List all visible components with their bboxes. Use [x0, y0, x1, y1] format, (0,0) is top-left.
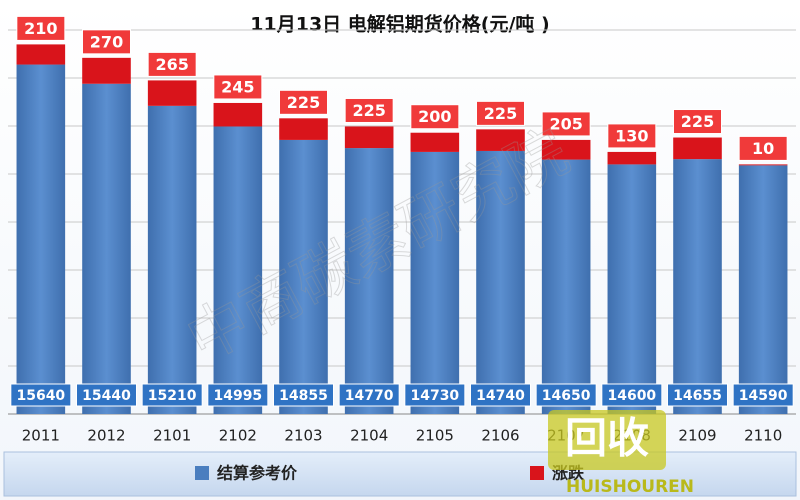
bar — [541, 159, 591, 414]
change-label: 225 — [484, 104, 517, 123]
value-label: 14590 — [739, 388, 788, 404]
change-label-box — [541, 111, 591, 137]
legend-swatch — [530, 466, 544, 480]
change-bar — [147, 80, 197, 106]
x-tick-label: 2011 — [22, 427, 60, 445]
value-label-box — [601, 383, 663, 407]
change-bar — [344, 126, 394, 149]
change-label: 10 — [752, 139, 774, 158]
value-label-box — [207, 383, 269, 407]
change-bar — [213, 102, 263, 127]
change-label-box — [738, 135, 788, 161]
change-label-box — [213, 74, 263, 100]
value-label-box — [404, 383, 466, 407]
change-label-box — [279, 89, 328, 115]
bar — [607, 164, 657, 414]
change-label: 265 — [155, 55, 188, 74]
change-label: 245 — [221, 77, 254, 96]
value-label-box — [535, 383, 597, 407]
change-label-box — [476, 100, 525, 126]
value-label: 14730 — [410, 388, 459, 404]
change-bar — [738, 164, 788, 166]
value-label-box — [273, 383, 334, 407]
value-label-box — [470, 383, 531, 407]
change-label: 210 — [24, 19, 57, 38]
change-label-box — [344, 97, 394, 123]
logo-text: HUISHOUREN — [566, 477, 694, 497]
change-label: 205 — [549, 114, 582, 133]
change-label: 130 — [615, 126, 648, 145]
change-label-box — [82, 29, 131, 55]
change-bar — [476, 129, 525, 151]
value-label: 14600 — [607, 388, 656, 404]
change-label-box — [607, 123, 657, 149]
bar — [213, 126, 263, 414]
x-tick-label: 2110 — [744, 427, 782, 445]
x-tick-label: 2102 — [219, 427, 257, 445]
bar — [82, 83, 131, 414]
change-bar — [410, 132, 460, 152]
value-label: 14855 — [279, 388, 328, 404]
x-tick-label: 2106 — [481, 427, 519, 445]
change-bar — [541, 139, 591, 160]
change-bar — [16, 44, 66, 65]
change-label-box — [147, 51, 197, 77]
change-label-box — [16, 15, 66, 41]
change-bar — [279, 118, 328, 140]
value-label: 14770 — [345, 388, 394, 404]
x-tick-label: 2104 — [350, 427, 388, 445]
bar — [410, 151, 460, 415]
value-label-box — [76, 383, 137, 407]
change-bar — [673, 137, 722, 160]
change-label: 225 — [352, 101, 385, 120]
value-label: 15440 — [82, 388, 131, 404]
value-label-box — [667, 383, 728, 407]
value-label-box — [10, 383, 72, 407]
value-label: 14995 — [213, 388, 262, 404]
bar — [673, 159, 722, 414]
bar — [147, 105, 197, 414]
change-label: 225 — [287, 93, 320, 112]
bar — [476, 150, 525, 414]
value-label: 14655 — [673, 388, 722, 404]
x-tick-label: 2101 — [153, 427, 191, 445]
change-label: 270 — [90, 32, 123, 51]
change-bar — [82, 57, 131, 84]
x-tick-label: 2012 — [87, 427, 125, 445]
bar — [279, 139, 328, 415]
change-label: 225 — [681, 112, 714, 131]
value-label: 15210 — [148, 388, 197, 404]
value-label-box — [141, 383, 203, 407]
change-bar — [607, 151, 657, 165]
logo-box — [548, 410, 666, 470]
value-label-box — [732, 383, 794, 407]
bar — [16, 64, 66, 414]
logo-mark: 回收 — [565, 414, 649, 463]
x-tick-label: 2103 — [284, 427, 322, 445]
bar — [738, 165, 788, 414]
change-label-box — [410, 104, 460, 130]
value-label: 14740 — [476, 388, 525, 404]
value-label: 14650 — [542, 388, 591, 404]
legend-label: 结算参考价 — [216, 464, 298, 483]
chart-title: 11月13日 电解铝期货价格(元/吨 ) — [250, 13, 549, 36]
change-label-box — [673, 109, 722, 135]
bar — [344, 148, 394, 414]
legend-swatch — [195, 466, 209, 480]
x-tick-label: 2105 — [416, 427, 454, 445]
change-label: 200 — [418, 107, 451, 126]
value-label: 15640 — [16, 388, 65, 404]
x-tick-label: 2109 — [678, 427, 716, 445]
value-label-box — [338, 383, 400, 407]
